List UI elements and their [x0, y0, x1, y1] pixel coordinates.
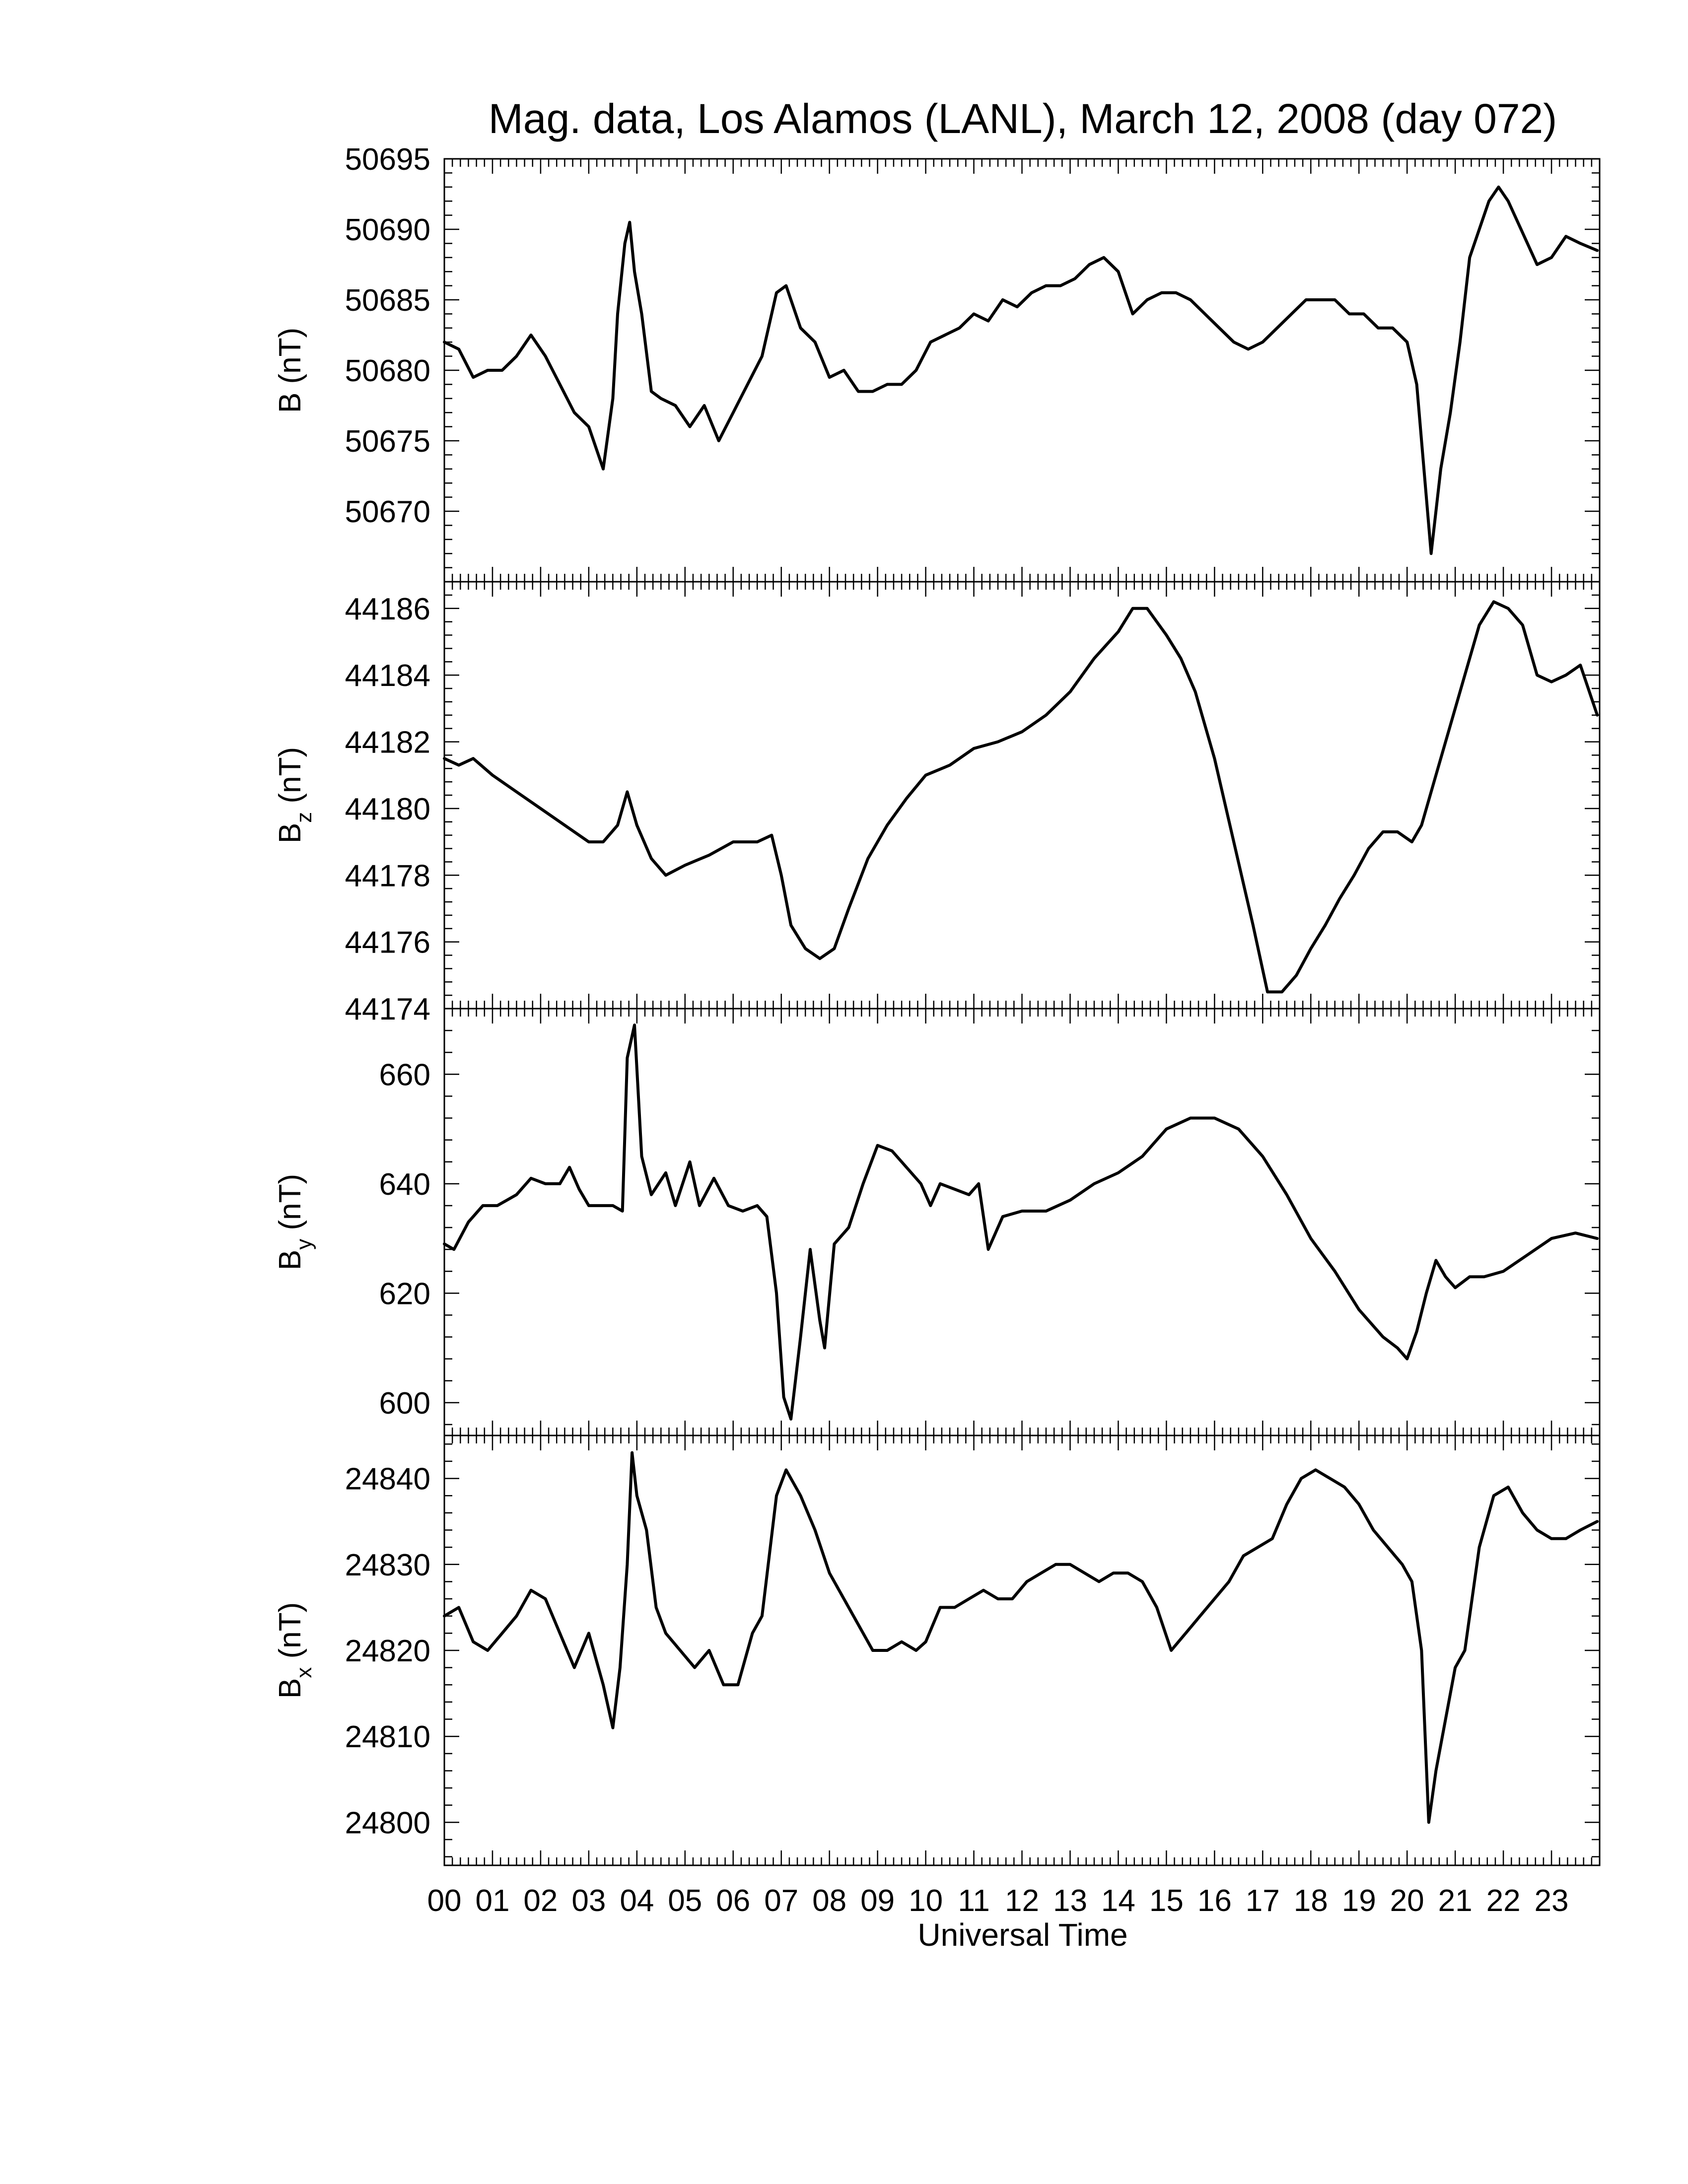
- x-tick-label: 21: [1438, 1884, 1473, 1918]
- x-tick-label: 03: [571, 1884, 606, 1918]
- x-tick-label: 09: [860, 1884, 895, 1918]
- y-tick-label: 44182: [345, 726, 430, 760]
- panel-3: 600 620 640 660 By (nT): [273, 1008, 1601, 1436]
- y-axis-title-main: B: [273, 823, 307, 843]
- x-tick-label: 13: [1053, 1884, 1087, 1918]
- x-tick-label: 18: [1294, 1884, 1328, 1918]
- x-tick-label: 06: [716, 1884, 750, 1918]
- y-tick-label: 24840: [345, 1462, 430, 1497]
- y-tick-label: 44176: [345, 926, 430, 960]
- y-axis-title-unit: (nT): [273, 328, 307, 393]
- y-axis-title: By (nT): [273, 1174, 316, 1270]
- x-tick-label: 17: [1246, 1884, 1280, 1918]
- panel-1: 50670 50675 50680 50685 50690 50695 B (nT): [273, 142, 1601, 583]
- x-tick-label: 07: [764, 1884, 798, 1918]
- y-tick-label: 24800: [345, 1806, 430, 1840]
- y-tick-label: 50675: [345, 424, 430, 459]
- x-tick-label: 10: [909, 1884, 943, 1918]
- y-axis-title-main: B: [273, 1678, 307, 1699]
- y-axis-title-subscript: y: [292, 1239, 316, 1250]
- x-tick-label: 08: [812, 1884, 846, 1918]
- y-axis-title-unit: (nT): [273, 1174, 307, 1239]
- y-tick-label: 24830: [345, 1548, 430, 1582]
- x-tick-label: 19: [1342, 1884, 1376, 1918]
- y-tick-label: 44178: [345, 859, 430, 893]
- chart-title: Mag. data, Los Alamos (LANL), March 12, …: [489, 95, 1557, 142]
- y-axis-title-subscript: x: [292, 1667, 316, 1678]
- y-tick-label: 50690: [345, 213, 430, 247]
- x-tick-label: 02: [523, 1884, 558, 1918]
- x-tick-label: 16: [1197, 1884, 1232, 1918]
- series-line: [443, 1451, 1599, 1824]
- y-tick-label: 50680: [345, 354, 430, 388]
- series-line: [443, 1024, 1599, 1421]
- y-tick-label: 640: [379, 1167, 430, 1202]
- x-axis-title: Universal Time: [917, 1917, 1127, 1953]
- y-axis-title: B (nT): [273, 328, 307, 413]
- y-axis-title-unit: (nT): [273, 1602, 307, 1667]
- x-tick-label: 23: [1535, 1884, 1569, 1918]
- x-tick-label: 12: [1005, 1884, 1039, 1918]
- x-tick-label: 20: [1390, 1884, 1424, 1918]
- y-tick-label: 50685: [345, 283, 430, 318]
- y-axis-title: Bz (nT): [273, 747, 316, 843]
- y-tick-label: 24810: [345, 1720, 430, 1754]
- y-tick-label: 44174: [345, 992, 430, 1026]
- y-tick-label: 600: [379, 1386, 430, 1421]
- y-tick-label: 50670: [345, 495, 430, 529]
- y-tick-label: 44180: [345, 792, 430, 826]
- x-tick-label: 05: [668, 1884, 702, 1918]
- y-axis-title: Bx (nT): [273, 1602, 316, 1699]
- y-axis-title-subscript: z: [292, 812, 316, 823]
- x-tick-label: 22: [1486, 1884, 1521, 1918]
- x-tick-label: 00: [427, 1884, 462, 1918]
- y-axis-title-unit: (nT): [273, 747, 307, 812]
- y-axis-title-main: B: [273, 1250, 307, 1270]
- x-tick-label: 01: [475, 1884, 509, 1918]
- y-tick-label: 50695: [345, 142, 430, 177]
- x-tick-label: 04: [620, 1884, 654, 1918]
- y-tick-label: 620: [379, 1277, 430, 1311]
- x-tick-label: 11: [958, 1884, 989, 1918]
- y-axis-title-main: B: [273, 393, 307, 413]
- x-tick-label: 15: [1149, 1884, 1184, 1918]
- x-tick-label: 14: [1101, 1884, 1135, 1918]
- panel-4: 24800 24810 24820 24830 24840 Bx (nT): [273, 1434, 1601, 1866]
- panels-group: 50670 50675 50680 50685 50690 50695 B (nT) 4417…: [273, 142, 1601, 1918]
- series-line: [443, 185, 1599, 555]
- series-line: [443, 600, 1599, 994]
- y-tick-label: 660: [379, 1058, 430, 1092]
- y-tick-label: 44186: [345, 592, 430, 626]
- y-tick-label: 24820: [345, 1634, 430, 1668]
- y-tick-label: 44184: [345, 659, 430, 693]
